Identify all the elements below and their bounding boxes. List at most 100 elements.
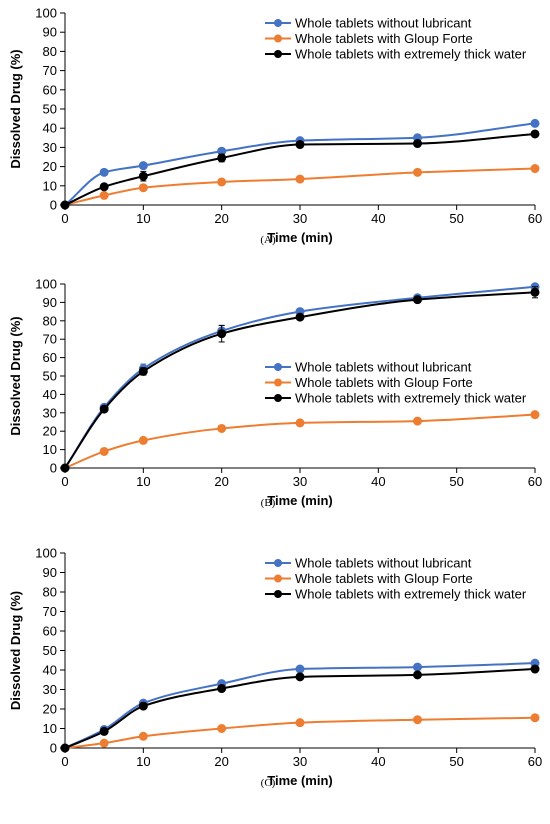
data-point bbox=[295, 312, 305, 322]
legend-swatch-marker bbox=[274, 378, 282, 387]
y-tick-label: 100 bbox=[35, 546, 57, 561]
legend-label: Whole tablets with Gloup Forte bbox=[295, 31, 473, 46]
y-tick-label: 20 bbox=[43, 424, 57, 439]
data-point bbox=[530, 713, 540, 723]
chart-panel-c: 0 10 20 30 40 50 60 70 80 90 100 0 10 20 30 40 50 60 Time … bbox=[8, 546, 542, 790]
data-point bbox=[530, 410, 540, 420]
y-tick-label: 50 bbox=[43, 102, 57, 117]
legend-swatch-marker bbox=[274, 19, 282, 27]
y-tick-label: 30 bbox=[43, 140, 57, 155]
chart-panel-a: 0 10 20 30 40 50 60 70 80 90 100 0 10 20 30 40 50 60 Time … bbox=[8, 6, 542, 247]
y-tick-label: 70 bbox=[43, 604, 57, 619]
data-point bbox=[217, 423, 227, 433]
x-tick-label: 60 bbox=[528, 211, 542, 226]
data-point bbox=[295, 174, 305, 184]
data-point bbox=[138, 161, 148, 171]
data-point bbox=[60, 200, 70, 210]
legend-swatch-marker bbox=[274, 50, 282, 58]
y-tick-label: 0 bbox=[50, 461, 57, 476]
data-point bbox=[99, 167, 109, 177]
data-point bbox=[138, 701, 148, 711]
series-line bbox=[64, 167, 536, 206]
x-tick-label: 60 bbox=[528, 474, 542, 489]
y-tick-label: 50 bbox=[43, 643, 57, 658]
x-tick-label: 40 bbox=[371, 754, 385, 769]
data-point bbox=[413, 167, 422, 177]
data-point bbox=[413, 295, 422, 305]
y-tick-label: 10 bbox=[43, 721, 57, 736]
y-tick-label: 40 bbox=[43, 387, 57, 402]
x-tick-label: 20 bbox=[214, 211, 228, 226]
legend-swatch-marker bbox=[274, 34, 282, 43]
x-tick-label: 30 bbox=[293, 474, 307, 489]
x-axis-title: Time (min) bbox=[267, 230, 333, 245]
data-point bbox=[217, 177, 227, 187]
x-tick-label: 0 bbox=[61, 754, 68, 769]
x-tick-label: 20 bbox=[214, 754, 228, 769]
data-point bbox=[99, 182, 109, 192]
legend: Whole tablets without lubricant Whole tab… bbox=[265, 360, 527, 406]
y-tick-label: 10 bbox=[43, 178, 57, 193]
x-tick-label: 50 bbox=[449, 474, 463, 489]
x-tick-label: 40 bbox=[371, 211, 385, 226]
data-point bbox=[138, 171, 148, 181]
y-axis-title: Dissolved Drug (%) bbox=[8, 316, 23, 435]
y-tick-label: 30 bbox=[43, 682, 57, 697]
data-point bbox=[530, 164, 540, 174]
data-point bbox=[295, 664, 305, 674]
y-tick-label: 60 bbox=[43, 350, 57, 365]
legend-label: Whole tablets without lubricant bbox=[295, 556, 472, 571]
legend-label: Whole tablets with extremely thick water bbox=[295, 587, 527, 602]
y-tick-label: 70 bbox=[43, 63, 57, 78]
data-point bbox=[138, 731, 148, 741]
x-tick-label: 30 bbox=[293, 211, 307, 226]
x-tick-label: 0 bbox=[61, 474, 68, 489]
x-axis-title: Time (min) bbox=[267, 773, 333, 788]
data-point bbox=[217, 684, 227, 694]
series-2 bbox=[60, 129, 540, 210]
data-point bbox=[99, 738, 109, 748]
data-point bbox=[295, 718, 305, 728]
legend: Whole tablets without lubricant Whole tab… bbox=[265, 556, 527, 602]
legend-swatch-marker bbox=[274, 590, 282, 598]
x-tick-label: 50 bbox=[449, 754, 463, 769]
legend-label: Whole tablets with extremely thick water bbox=[295, 391, 527, 406]
y-tick-label: 100 bbox=[35, 6, 57, 21]
series-1 bbox=[60, 410, 540, 473]
data-point bbox=[217, 153, 227, 163]
y-tick-label: 90 bbox=[43, 295, 57, 310]
chart-panel-b: 0 10 20 30 40 50 60 70 80 90 100 0 10 20 30 40 50 60 Time … bbox=[8, 277, 542, 510]
data-point bbox=[60, 463, 70, 473]
y-tick-label: 60 bbox=[43, 82, 57, 97]
y-tick-label: 30 bbox=[43, 405, 57, 420]
y-tick-label: 40 bbox=[43, 121, 57, 136]
series-line bbox=[64, 122, 536, 206]
legend-label: Whole tablets with extremely thick water bbox=[295, 47, 527, 62]
legend-label: Whole tablets without lubricant bbox=[295, 16, 472, 31]
legend-swatch-marker bbox=[274, 559, 282, 567]
y-tick-label: 0 bbox=[50, 741, 57, 756]
y-tick-label: 60 bbox=[43, 624, 57, 639]
x-tick-label: 10 bbox=[136, 474, 150, 489]
y-tick-label: 20 bbox=[43, 702, 57, 717]
panel-label: (A) bbox=[260, 234, 276, 246]
data-point bbox=[530, 664, 540, 674]
legend-swatch-marker bbox=[274, 394, 282, 402]
x-tick-label: 40 bbox=[371, 474, 385, 489]
data-point bbox=[217, 724, 227, 733]
y-tick-label: 0 bbox=[50, 198, 57, 213]
y-tick-label: 70 bbox=[43, 332, 57, 347]
x-tick-label: 30 bbox=[293, 754, 307, 769]
data-point bbox=[530, 129, 540, 139]
y-tick-label: 80 bbox=[43, 585, 57, 600]
series-2 bbox=[60, 286, 540, 473]
data-point bbox=[413, 139, 422, 149]
data-point bbox=[530, 287, 540, 297]
x-tick-label: 60 bbox=[528, 754, 542, 769]
legend-label: Whole tablets without lubricant bbox=[295, 360, 472, 375]
data-point bbox=[413, 416, 422, 426]
x-tick-label: 50 bbox=[449, 211, 463, 226]
y-tick-label: 40 bbox=[43, 663, 57, 678]
data-point bbox=[217, 329, 227, 339]
